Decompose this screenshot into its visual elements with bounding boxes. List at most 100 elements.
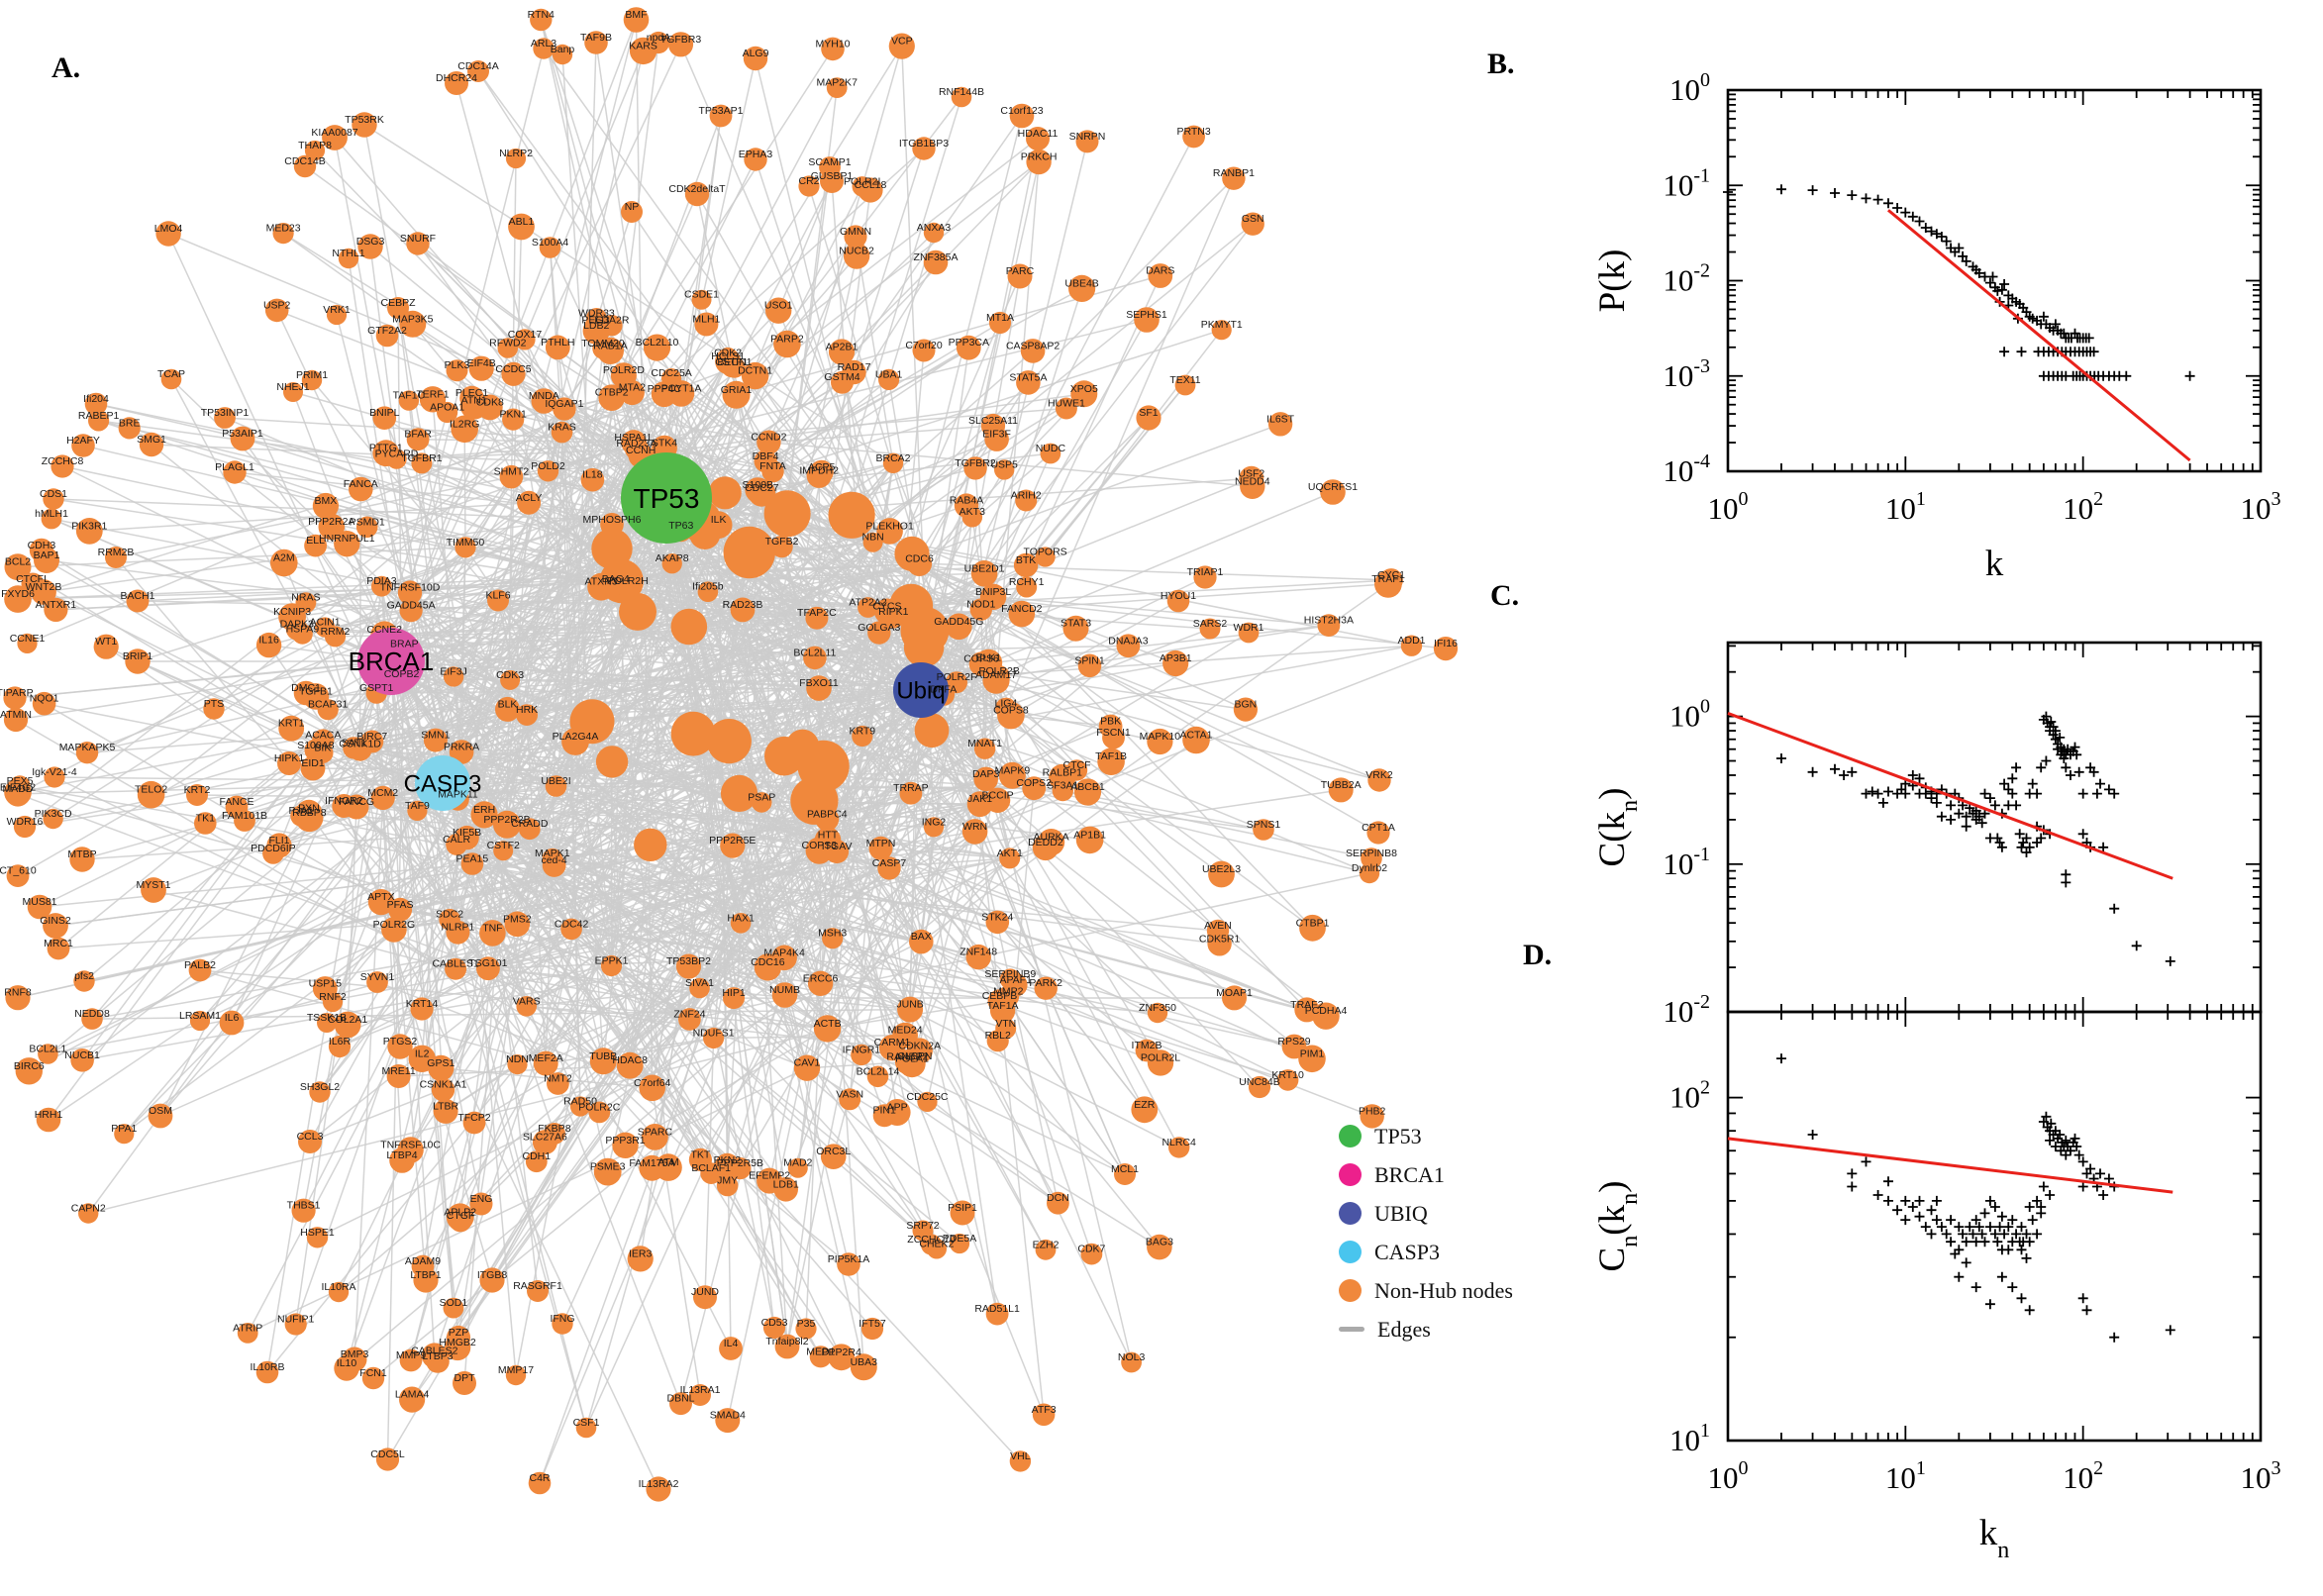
gene-node: [338, 248, 359, 269]
gene-node: [1276, 1069, 1299, 1091]
gene-node: [84, 392, 108, 416]
gene-node-label: BRE: [119, 417, 141, 429]
gene-node: [912, 137, 936, 160]
gene-node-label: IFNGR2: [325, 795, 363, 807]
gene-node-label: SPARC: [638, 1126, 673, 1138]
gene-node-label: MMP2: [993, 985, 1023, 997]
gene-node-label: PMS2: [503, 913, 532, 925]
gene-node-label: C7orf64: [634, 1077, 671, 1089]
gene-node: [1360, 1104, 1384, 1129]
gene-node-label: FAM101B: [222, 810, 267, 822]
gene-node: [897, 996, 924, 1023]
gene-node-label: AP3B1: [1160, 652, 1192, 664]
gene-node-label: ERH: [473, 804, 495, 816]
gene-node: [923, 249, 949, 275]
gene-node: [43, 488, 64, 510]
gene-node: [497, 338, 519, 358]
gene-node-label: PPP2R5E: [709, 835, 756, 847]
gene-node-label: TP53BP2: [666, 955, 711, 967]
gene-node: [514, 329, 536, 350]
gene-node: [551, 421, 573, 444]
gene-node: [723, 987, 745, 1010]
hub-node-label: Ubiq: [896, 677, 945, 704]
gene-node-label: SAT1: [342, 737, 367, 748]
gene-node: [689, 1384, 711, 1406]
gene-node: [715, 1152, 740, 1178]
gene-node-label: BCL2L10: [636, 337, 679, 349]
gene-node-label: PKN2: [714, 1154, 742, 1166]
gene-node: [1238, 622, 1260, 644]
gene-node: [1207, 932, 1232, 956]
gene-node-label: BMF: [625, 9, 647, 21]
gene-node: [751, 792, 772, 813]
gene-node-label: ATM: [657, 1156, 678, 1168]
gene-node-label: PKMYT1: [1201, 319, 1243, 331]
gene-node-label: ADAM9: [405, 1255, 441, 1267]
gene-node-label: PEG3: [581, 315, 609, 327]
plot-frame: [1726, 88, 2263, 473]
gene-node-label: BACH1: [120, 590, 154, 602]
gene-node-label: TAF1C: [393, 390, 426, 402]
gene-node-label: DFFA: [930, 684, 957, 696]
gene-node: [715, 1408, 741, 1434]
gene-node: [793, 1054, 821, 1081]
scatter-points: [1723, 184, 2195, 381]
gene-node: [312, 742, 334, 764]
gene-node-label: HNRNPUL1: [319, 533, 375, 545]
gene-node-label: VRK2: [1365, 769, 1393, 781]
y-axis-title: P(k): [1592, 249, 1633, 313]
gene-node-label: ced-4: [541, 854, 566, 866]
gene-node: [1073, 778, 1102, 806]
gene-node-label: PCYT1A: [661, 382, 702, 394]
gene-node: [923, 222, 945, 244]
gene-node: [3, 686, 27, 710]
gene-node: [3, 707, 29, 733]
gene-node: [304, 140, 326, 161]
gene-node-label: GSPT1: [359, 682, 394, 694]
gene-node: [1320, 479, 1346, 505]
gene-node-label: COPB2: [384, 668, 420, 680]
gene-node: [1193, 565, 1217, 589]
gene-node: [1134, 307, 1160, 333]
gene-node: [1147, 1049, 1174, 1076]
gene-node: [88, 410, 110, 432]
gene-node: [1070, 380, 1098, 408]
gene-node: [413, 1267, 439, 1293]
node-swatch-icon: [1339, 1202, 1362, 1225]
hub-node-label: CASP3: [404, 770, 482, 797]
gene-node-label: LTBP1: [410, 1269, 441, 1281]
gene-node-label: BCCIP: [982, 789, 1014, 801]
gene-node: [370, 785, 395, 811]
gene-node: [433, 1098, 458, 1124]
hub-node-casp3: [415, 755, 470, 811]
gene-node-label: BRIP1: [123, 650, 153, 662]
gene-node: [468, 355, 494, 381]
gene-node: [1222, 985, 1247, 1011]
legend-label: UBIQ: [1374, 1200, 1428, 1226]
gene-node: [1147, 728, 1173, 755]
gene-node: [860, 1317, 884, 1341]
gene-node: [912, 339, 936, 362]
gene-node: [678, 1008, 701, 1031]
gene-node: [516, 704, 538, 726]
gene-node-label: BGN: [1235, 699, 1258, 711]
gene-node-label: SPIN1: [1074, 654, 1105, 666]
gene-node-label: SF3A1: [1047, 780, 1078, 792]
gene-node-label: P53AIP1: [222, 428, 263, 440]
gene-node: [467, 60, 489, 82]
gene-node: [1097, 748, 1125, 775]
gene-node-label: BLK: [498, 698, 518, 710]
gene-node: [1055, 397, 1077, 420]
gene-node: [757, 1167, 783, 1194]
gene-node-label: TFCP2: [457, 1112, 490, 1124]
gene-node-label: HIST2H3A: [1304, 615, 1354, 627]
gene-node: [655, 1153, 682, 1181]
gene-node-label: IL13RA1: [680, 1384, 721, 1396]
gene-node-label: CDC42: [555, 918, 589, 930]
gene-node-label: SEPHS1: [1126, 309, 1167, 321]
tick-label: 101: [1669, 1420, 1710, 1457]
gene-node: [4, 778, 32, 807]
gene-node-label: POLR2C: [578, 1101, 620, 1113]
gene-node: [479, 920, 506, 947]
gene-node: [1166, 589, 1190, 613]
